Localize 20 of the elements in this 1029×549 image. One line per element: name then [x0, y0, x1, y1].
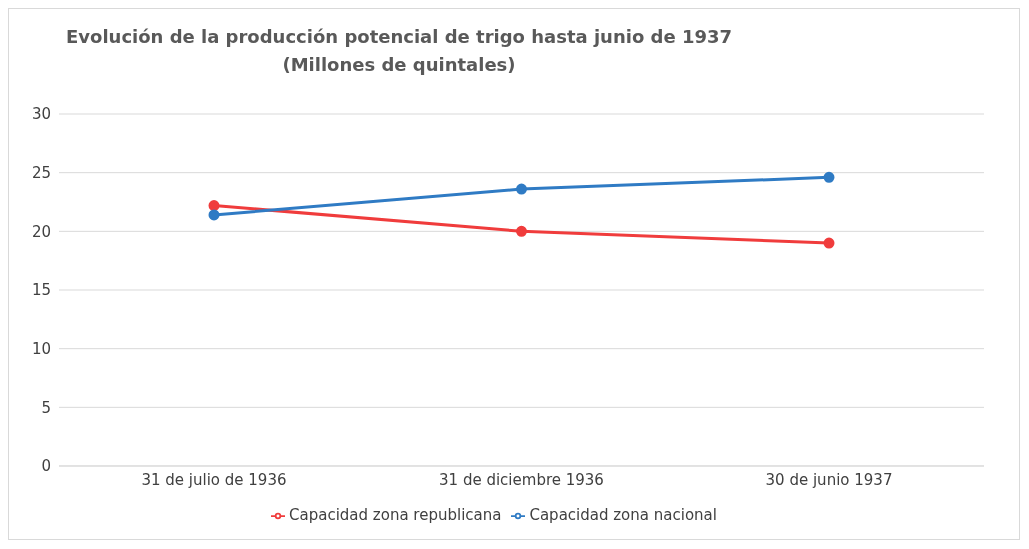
point [208, 200, 220, 212]
y-tick-label: 5 [41, 398, 51, 417]
legend-label: Capacidad zona nacional [529, 506, 717, 524]
chart-subtitle: (Millones de quintales) [281, 53, 517, 77]
x-tick-label: 31 de diciembre 1936 [439, 470, 604, 489]
y-tick-label: 30 [31, 105, 51, 124]
y-tick-label: 20 [31, 222, 51, 241]
x-tick-label: 30 de junio 1937 [765, 470, 893, 489]
point [516, 183, 527, 195]
chart-title: Evolución de la producción potencial de trigo hasta junio de 1937 [65, 25, 733, 49]
point [208, 209, 220, 221]
point [823, 171, 835, 183]
y-tick-label: 25 [31, 163, 51, 182]
x-tick-label: 31 de julio de 1936 [141, 470, 287, 489]
y-tick-label: 15 [31, 281, 51, 300]
y-tick-label: 10 [31, 339, 51, 358]
point [516, 225, 527, 237]
legend-label: Capacidad zona republicana [289, 506, 502, 524]
point [823, 237, 835, 249]
y-tick-label: 0 [41, 457, 51, 476]
